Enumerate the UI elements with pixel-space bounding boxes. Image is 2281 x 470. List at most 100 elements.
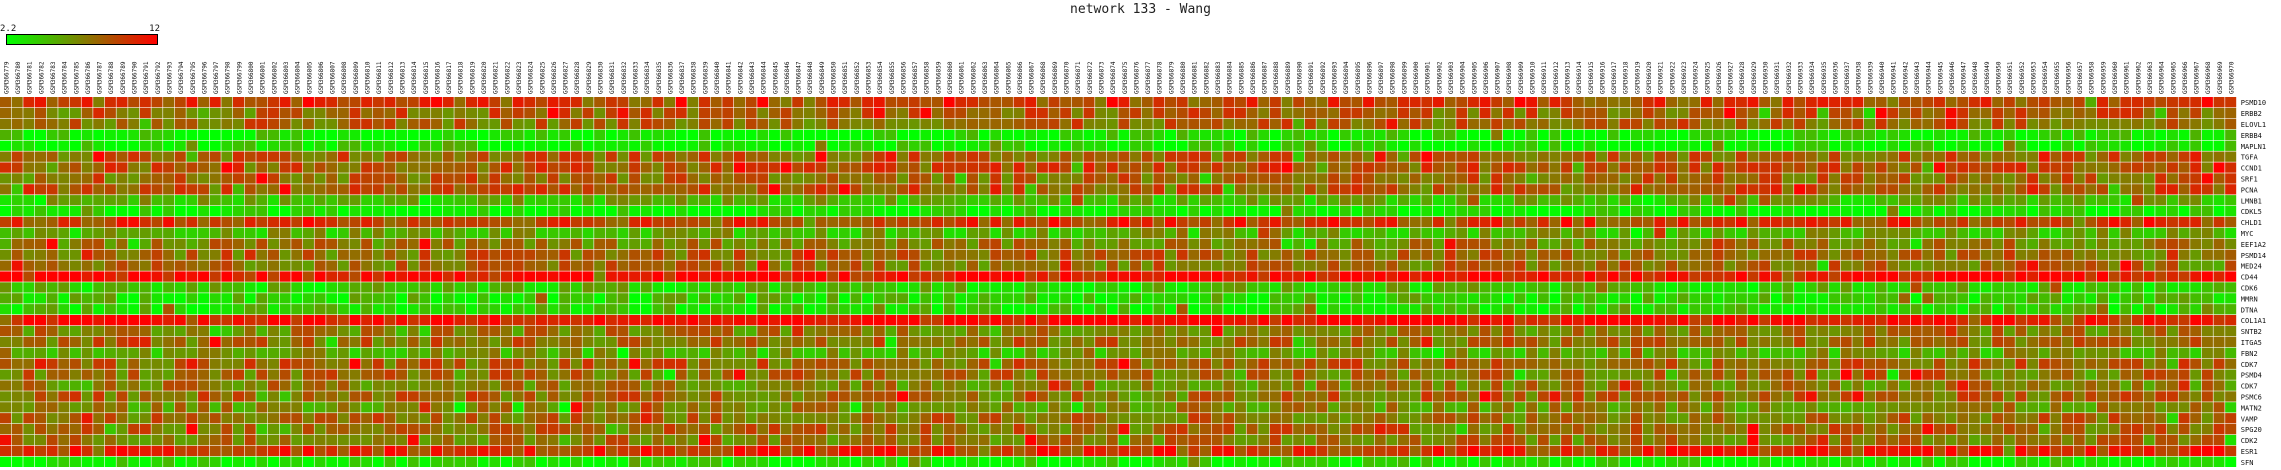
heatmap-cell [1176,347,1188,358]
heatmap-cell [535,140,547,151]
heatmap-cell [326,216,338,228]
heatmap-cell [1805,227,1817,239]
heatmap-cell [1130,293,1142,304]
heatmap-cell [442,173,454,184]
heatmap-cell [198,118,210,130]
heatmap-cell [442,184,454,195]
heatmap-cell [1700,118,1712,130]
heatmap-cell [687,107,699,119]
heatmap-cell [570,184,582,195]
heatmap-cell [209,195,221,206]
heatmap-cell [128,140,140,151]
heatmap-cell [1118,238,1130,249]
heatmap-cell [209,260,221,271]
heatmap-cell [1444,97,1456,108]
heatmap-cell [1922,129,1934,140]
heatmap-cell [1095,184,1107,195]
heatmap-cell [489,118,501,130]
heatmap-cell [699,206,711,217]
heatmap-cell [1304,358,1316,369]
heatmap-cell [1339,293,1351,304]
heatmap-cell [0,129,12,140]
heatmap-cell [2143,271,2155,282]
heatmap-cell [1980,315,1992,326]
heatmap-cell [1118,315,1130,326]
heatmap-cell [1945,206,1957,217]
heatmap-cell [1398,227,1410,239]
heatmap-cell [1875,293,1887,304]
heatmap-cell [978,325,990,337]
heatmap-cell [302,107,314,119]
heatmap-cell [990,118,1002,130]
heatmap-cell [745,336,757,348]
heatmap-cell [1794,97,1806,108]
heatmap-cell [687,293,699,304]
heatmap-cell [2120,162,2132,173]
heatmap-cell [1875,238,1887,249]
heatmap-cell [1665,358,1677,369]
heatmap-cell [2062,140,2074,151]
heatmap-cell [664,227,676,239]
heatmap-cell [1491,162,1503,173]
heatmap-cell [2120,315,2132,326]
heatmap-cell [186,358,198,369]
heatmap-cell [233,184,245,195]
heatmap-cell [69,325,81,337]
heatmap-cell [1747,249,1759,260]
heatmap-cell [1607,347,1619,358]
heatmap-cell [1421,118,1433,130]
heatmap-cell [1770,173,1782,184]
heatmap-cell [233,358,245,369]
heatmap-cell [629,347,641,358]
column-labels: GSM366779 GSM366780 GSM366781 GSM366782 GSM3… [3,61,2235,94]
heatmap-cell [279,293,291,304]
heatmap-cell [431,260,443,271]
heatmap-cell [547,206,559,217]
heatmap-cell [337,162,349,173]
heatmap-cell [850,173,862,184]
heatmap-cell [1304,304,1316,315]
heatmap-cell [885,358,897,369]
heatmap-cell [477,206,489,217]
heatmap-cell [1654,227,1666,239]
heatmap-cell [512,293,524,304]
heatmap-cell [873,249,885,260]
heatmap-cell [1223,107,1235,119]
heatmap-cell [2003,293,2015,304]
heatmap-cell [1677,260,1689,271]
heatmap-cell [1013,107,1025,119]
heatmap-cell [1980,97,1992,108]
heatmap-cell [81,358,93,369]
heatmap-cell [2155,206,2167,217]
heatmap-cell [1141,195,1153,206]
heatmap-cell [524,97,536,108]
heatmap-cell [361,249,373,260]
heatmap-cell [1875,260,1887,271]
heatmap-cell [2050,184,2062,195]
heatmap-cell [1048,118,1060,130]
heatmap-cell [349,347,361,358]
heatmap-cell [454,260,466,271]
heatmap-cell [256,216,268,228]
heatmap-cell [2155,260,2167,271]
heatmap-cell [466,260,478,271]
heatmap-cell [1852,118,1864,130]
heatmap-cell [1875,129,1887,140]
heatmap-cell [2073,227,2085,239]
heatmap-cell [699,293,711,304]
heatmap-cell [349,151,361,162]
heatmap-cell [1957,293,1969,304]
heatmap-cell [1759,97,1771,108]
heatmap-cell [873,129,885,140]
heatmap-cell [1176,293,1188,304]
heatmap-cell [116,151,128,162]
heatmap-cell [1945,195,1957,206]
heatmap-cell [897,195,909,206]
heatmap-cell [256,129,268,140]
heatmap-cell [2085,97,2097,108]
heatmap-cell [605,315,617,326]
legend-max-label: 12 [149,24,160,34]
heatmap-cell [1106,129,1118,140]
heatmap-cell [163,347,175,358]
heatmap-cell [291,315,303,326]
